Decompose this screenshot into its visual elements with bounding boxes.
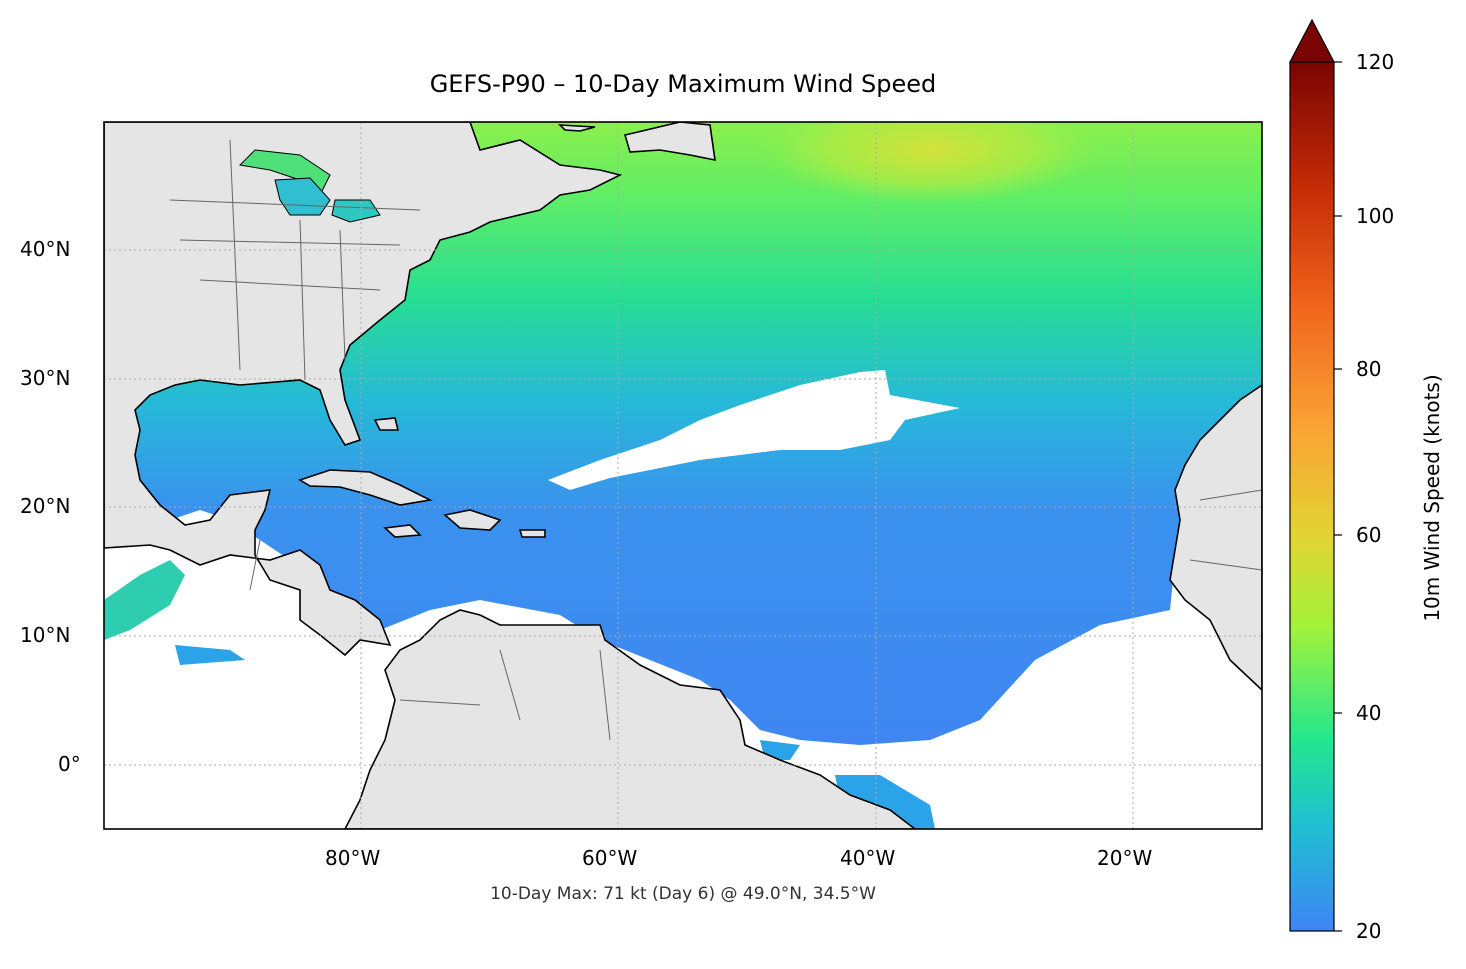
lat-label: 30°N — [20, 366, 71, 390]
lon-label: 60°W — [582, 846, 638, 870]
colorbar-tick: 60 — [1356, 523, 1382, 547]
colorbar-extend-arrow — [1289, 18, 1335, 63]
lat-label: 10°N — [20, 623, 71, 647]
lat-label: 0° — [58, 752, 81, 776]
lon-label: 40°W — [840, 846, 896, 870]
gridlines — [104, 122, 1262, 829]
map-frame — [103, 121, 1263, 830]
colorbar-label: 10m Wind Speed (knots) — [1420, 374, 1444, 622]
colorbar-tick: 120 — [1356, 50, 1395, 74]
calm-band — [548, 370, 960, 490]
max-wind-caption: 10-Day Max: 71 kt (Day 6) @ 49.0°N, 34.5… — [490, 884, 876, 904]
colorbar-tick: 40 — [1356, 701, 1382, 725]
colorbar-tick: 20 — [1356, 919, 1382, 943]
land-cuba — [298, 469, 433, 506]
colorbar-tick: 100 — [1356, 204, 1395, 228]
colorbar-tick: 80 — [1356, 357, 1382, 381]
land-south-america — [344, 609, 917, 829]
chart-title: GEFS-P90 – 10-Day Maximum Wind Speed — [429, 70, 937, 98]
lat-label: 20°N — [20, 494, 71, 518]
lon-label: 80°W — [325, 846, 381, 870]
land-north-america — [104, 122, 623, 657]
lon-label: 20°W — [1097, 846, 1153, 870]
lat-label: 40°N — [20, 237, 71, 261]
map-area — [104, 122, 1262, 829]
max-wind-hotspot — [760, 122, 1100, 205]
land-africa — [1169, 384, 1262, 692]
colorbar — [1289, 18, 1342, 932]
